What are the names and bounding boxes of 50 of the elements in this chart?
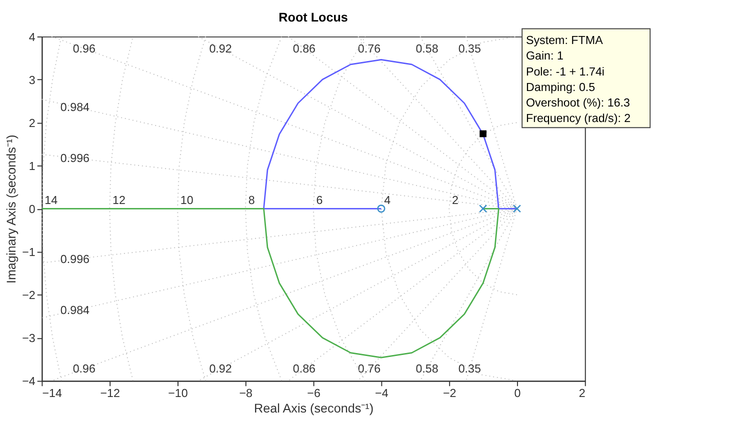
y-tick-label: 1 (28, 160, 36, 173)
x-tick-label: 0 (514, 386, 522, 400)
series-label: 2 (452, 194, 458, 207)
series-label: 12 (112, 194, 126, 207)
series-label: 14 (44, 194, 58, 207)
text: 0.35 (458, 362, 481, 376)
series-label: 0.984 (60, 304, 90, 318)
series-label: 0.96 (72, 42, 96, 56)
y-tick-label: 2 (28, 116, 36, 130)
chart-title: Root Locus (278, 10, 348, 24)
text: 0.58 (416, 362, 438, 376)
text: 0.96 (72, 362, 96, 376)
y-tick-label: −3 (22, 332, 36, 346)
series-label: 0.92 (209, 362, 232, 376)
text: 0.86 (292, 362, 316, 376)
x-axis-title: Real Axis (seconds⁻¹) (254, 401, 374, 416)
y-tick-label: 4 (28, 30, 36, 44)
series-label: 10 (180, 194, 194, 207)
x-tick-label: −12 (100, 386, 120, 400)
annotation: System: FTMA (526, 34, 604, 48)
text: 0.984 (60, 100, 90, 114)
annotation: Overshoot (%): 16.3 (526, 96, 630, 110)
text: 0.92 (209, 42, 232, 56)
series-label: 0.35 (458, 42, 481, 56)
y-tick-label: −2 (22, 289, 36, 302)
series-label: 0.996 (60, 252, 90, 266)
series-label: 8 (248, 194, 255, 207)
x-tick-label: −8 (239, 386, 253, 400)
x-tick-label: −6 (307, 386, 320, 400)
series-label: 0.86 (292, 42, 316, 56)
annotation: Frequency (rad/s): 2 (526, 112, 631, 125)
series-label: 4 (384, 194, 392, 207)
x-tick-label: −4 (375, 386, 389, 400)
y-tick-label: −1 (22, 246, 36, 260)
annotation: Gain: 1 (526, 50, 564, 63)
y-axis-title: Imaginary Axis (seconds⁻¹) (4, 134, 18, 284)
series-label: 0.58 (416, 42, 438, 56)
x-tick-label: −2 (442, 386, 456, 400)
y-tick-label: 0 (28, 203, 36, 216)
series-label: 0.76 (358, 42, 381, 56)
series-label: 6 (316, 194, 323, 207)
annotation: Pole: -1 + 1.74i (526, 65, 604, 78)
annotation: Damping: 0.5 (526, 80, 596, 94)
x-tick-label: −10 (168, 386, 188, 400)
x-tick-label: 2 (578, 386, 586, 400)
text: 0.996 (60, 152, 90, 166)
text: 0.76 (358, 362, 381, 376)
y-tick-label: 3 (28, 74, 36, 87)
y-tick-label: −4 (22, 375, 36, 388)
x-tick-label: −14 (42, 386, 62, 400)
